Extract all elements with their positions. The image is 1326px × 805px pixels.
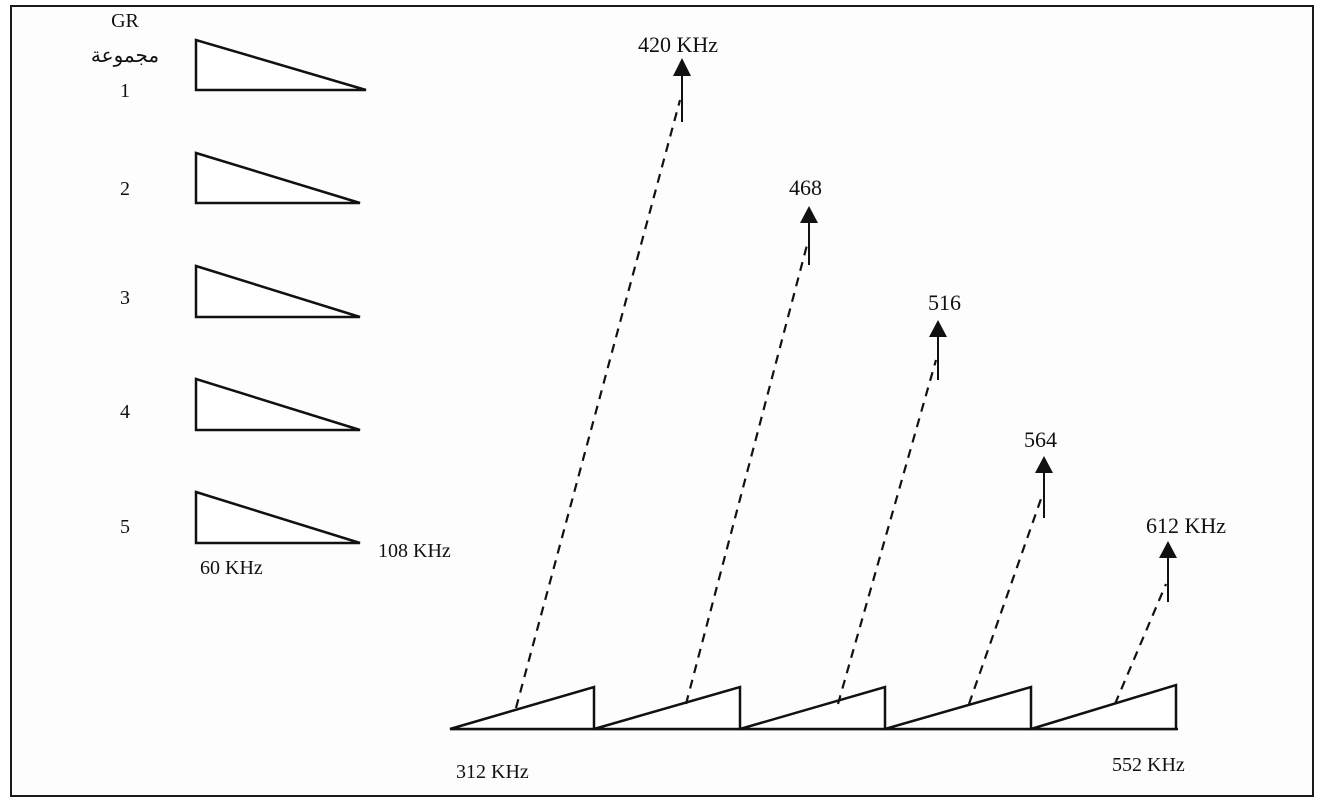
carrier-4-label: 564 — [1024, 427, 1057, 452]
group-number-3: 3 — [120, 287, 130, 309]
input-high-label: 108 KHz — [378, 540, 451, 562]
carrier-3-dashed-line — [836, 359, 938, 705]
carrier-5-label: 612 KHz — [1146, 513, 1226, 538]
group-word-label: مجموعة — [91, 45, 159, 67]
carrier-1-label: 420 KHz — [638, 32, 718, 57]
group-3-spectrum — [194, 264, 361, 319]
group-1-spectrum — [194, 38, 367, 92]
output-band-segment-5 — [1030, 683, 1178, 731]
carrier-4-arrow-icon — [1035, 456, 1053, 473]
carrier-1-arrow-icon — [673, 58, 691, 76]
output-band-segment-3 — [739, 685, 887, 731]
group-code-label: GR — [111, 10, 139, 32]
carrier-5-arrow-icon — [1159, 541, 1177, 558]
output-band-segment-4 — [884, 685, 1033, 731]
group-number-4: 4 — [120, 401, 130, 423]
carrier-4-dashed-line — [967, 495, 1044, 705]
output-low-label: 312 KHz — [456, 761, 529, 783]
output-band-segment-1 — [449, 685, 596, 731]
carrier-3-arrow-icon — [929, 320, 947, 337]
carrier-2-dashed-line — [684, 244, 809, 705]
group-2-spectrum — [194, 151, 361, 205]
carrier-3-label: 516 — [928, 290, 961, 315]
input-low-label: 60 KHz — [200, 557, 263, 579]
group-number-5: 5 — [120, 516, 130, 538]
output-band-segment-2 — [593, 685, 742, 731]
carrier-2-label: 468 — [789, 175, 822, 200]
carrier-5-dashed-line — [1113, 583, 1168, 705]
carrier-2-arrow-icon — [800, 206, 818, 223]
group-5-spectrum — [194, 490, 361, 545]
carrier-1-dashed-line — [514, 99, 682, 709]
group-4-spectrum — [194, 377, 361, 432]
group-number-2: 2 — [120, 178, 130, 200]
output-high-label: 552 KHz — [1112, 754, 1185, 776]
group-number-1: 1 — [120, 80, 130, 102]
